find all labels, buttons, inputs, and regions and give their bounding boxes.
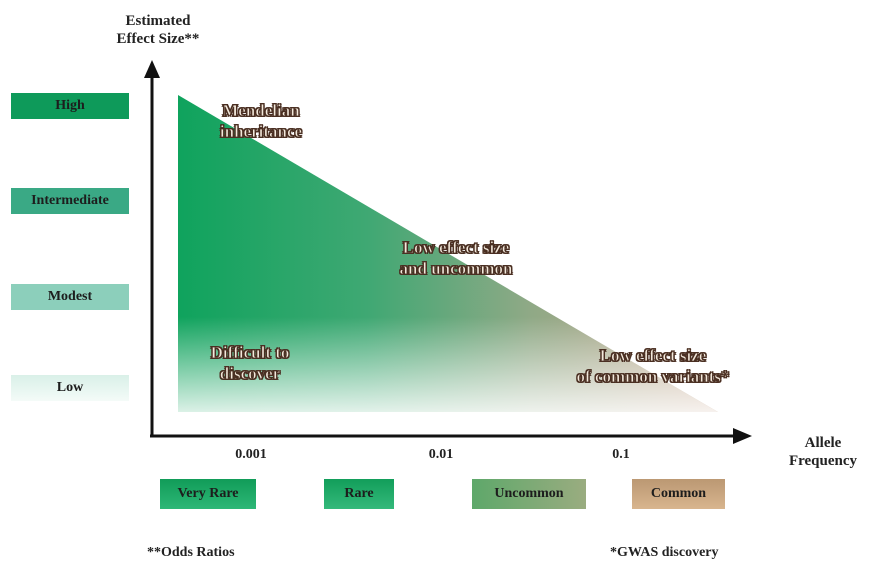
region-difficult-line1: Difficult to [210, 343, 290, 363]
region-mendelian-line2: inheritance [219, 122, 303, 142]
y-axis-title-line1: Estimated [125, 13, 191, 29]
region-mendelian-line1: Mendelian [222, 101, 300, 121]
freq-very-rare-label: Very Rare [177, 486, 239, 501]
level-modest: Modest [11, 284, 129, 310]
y-axis-title-line2: Effect Size** [116, 31, 200, 47]
region-low-uncommon-line1: Low effect size [402, 238, 510, 258]
region-difficult: Difficult to discover [190, 342, 310, 384]
x-axis-title-line2: Frequency [788, 453, 858, 469]
freq-common-label: Common [650, 486, 707, 501]
x-axis-title-line1: Allele [804, 435, 842, 451]
freq-uncommon: Uncommon [472, 479, 586, 509]
level-intermediate-label: Intermediate [31, 193, 109, 208]
level-modest-label: Modest [47, 289, 93, 304]
region-common-variants: Low effect size of common variants* [548, 345, 758, 387]
freq-common: Common [632, 479, 725, 509]
y-axis-title: Estimated Effect Size** [88, 12, 228, 48]
level-low: Low [11, 375, 129, 401]
x-tick-01: 0.1 [612, 447, 630, 462]
level-low-label: Low [56, 380, 84, 395]
freq-very-rare: Very Rare [160, 479, 256, 509]
level-high-label: High [55, 98, 85, 113]
region-mendelian: Mendelian inheritance [196, 100, 326, 142]
level-high: High [11, 93, 129, 119]
x-axis-arrow [733, 428, 752, 444]
x-tick-001: 0.01 [428, 447, 454, 462]
freq-rare-label: Rare [344, 486, 374, 501]
triangle-fade [178, 95, 718, 412]
region-common-variants-line1: Low effect size [599, 346, 707, 366]
x-axis-title: Allele Frequency [778, 434, 868, 470]
footnote-gwas: *GWAS discovery [610, 545, 719, 560]
x-tick-0001: 0.001 [235, 447, 267, 462]
level-intermediate: Intermediate [11, 188, 129, 214]
footnote-odds-ratios: **Odds Ratios [147, 545, 235, 560]
region-low-uncommon: Low effect size and uncommon [376, 237, 536, 279]
region-low-uncommon-line2: and uncommon [399, 259, 513, 279]
region-common-variants-line2: of common variants* [576, 367, 730, 387]
y-axis-arrow [144, 60, 160, 78]
freq-rare: Rare [324, 479, 394, 509]
freq-uncommon-label: Uncommon [494, 486, 564, 501]
region-difficult-line2: discover [219, 364, 281, 384]
